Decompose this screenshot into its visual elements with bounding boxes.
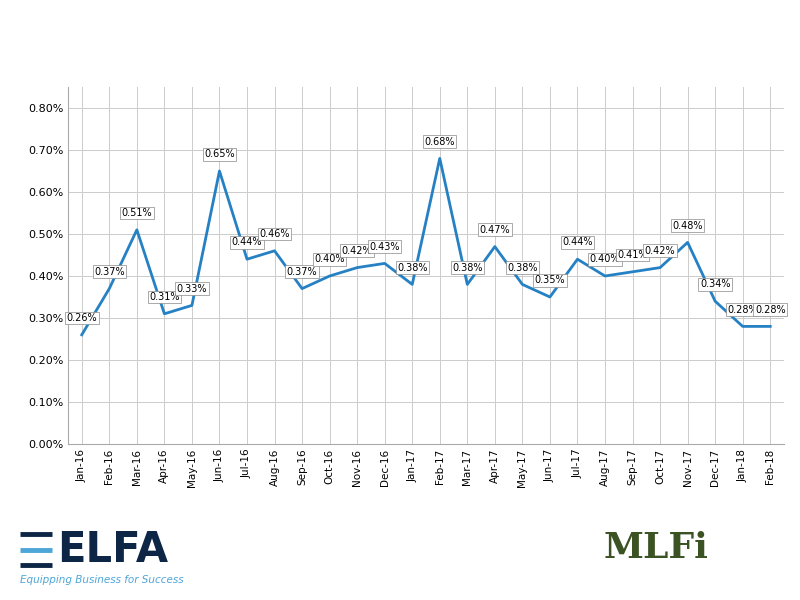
Text: MLFi: MLFi — [603, 531, 709, 565]
Text: 0.40%: 0.40% — [590, 254, 620, 264]
Text: 0.44%: 0.44% — [562, 238, 593, 247]
Text: 0.37%: 0.37% — [286, 267, 318, 277]
Text: 0.40%: 0.40% — [314, 254, 345, 264]
Text: 0.41%: 0.41% — [618, 250, 648, 260]
Text: 0.35%: 0.35% — [534, 275, 566, 285]
Text: 0.46%: 0.46% — [259, 229, 290, 239]
Text: 0.42%: 0.42% — [645, 246, 675, 256]
Text: 0.38%: 0.38% — [397, 263, 427, 272]
Text: 0.38%: 0.38% — [452, 263, 482, 272]
Text: 0.47%: 0.47% — [479, 225, 510, 235]
Text: 0.31%: 0.31% — [149, 292, 180, 302]
Text: Average Losses (Charge-offs) as a % of Net Receivables: Average Losses (Charge-offs) as a % of N… — [16, 22, 800, 47]
Text: 0.68%: 0.68% — [425, 137, 455, 146]
Text: 0.28%: 0.28% — [755, 305, 786, 314]
Text: 0.33%: 0.33% — [177, 284, 207, 293]
Text: 0.28%: 0.28% — [727, 305, 758, 314]
Text: 0.43%: 0.43% — [370, 242, 400, 251]
Text: 0.26%: 0.26% — [66, 313, 97, 323]
Text: 0.42%: 0.42% — [342, 246, 373, 256]
Text: 0.65%: 0.65% — [204, 149, 234, 159]
Text: 0.38%: 0.38% — [507, 263, 538, 272]
Text: Equipping Business for Success: Equipping Business for Success — [20, 575, 184, 585]
Text: 0.48%: 0.48% — [672, 221, 703, 230]
Text: ELFA: ELFA — [58, 529, 169, 571]
Text: 0.34%: 0.34% — [700, 280, 730, 289]
Text: 0.44%: 0.44% — [232, 238, 262, 247]
Text: 0.37%: 0.37% — [94, 267, 125, 277]
Text: 0.51%: 0.51% — [122, 208, 152, 218]
